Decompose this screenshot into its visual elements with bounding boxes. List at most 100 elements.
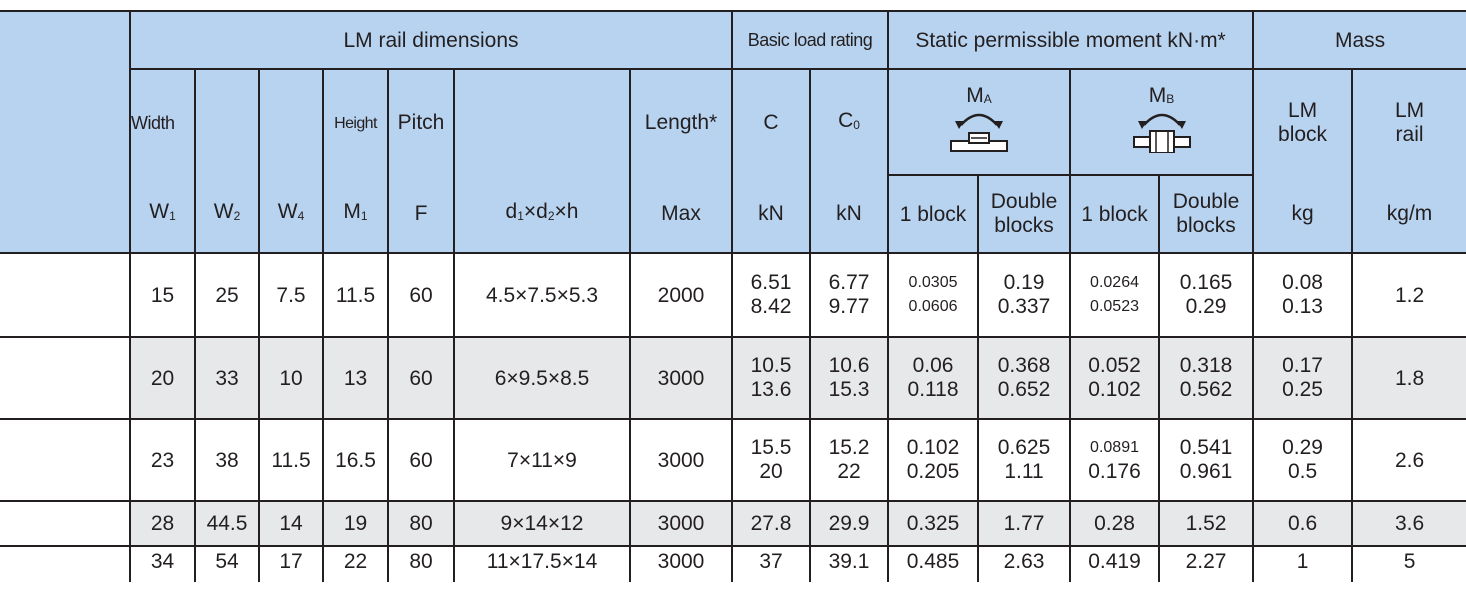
table-row: 28 44.5 14 19 80 9×14×12 3000 27.8 29.9 … bbox=[0, 501, 1466, 547]
w1-main: W bbox=[149, 199, 170, 223]
cell-ma1: 0.06 0.118 bbox=[887, 337, 979, 420]
mb-group: MB bbox=[1112, 77, 1212, 161]
cell-mb1: 0.052 0.102 bbox=[1069, 337, 1160, 420]
c0-sub: 0 bbox=[853, 117, 860, 132]
cell-block: 1 bbox=[1252, 546, 1353, 582]
value: 0.0891 bbox=[1090, 439, 1139, 456]
header-kgm: kg/m bbox=[1351, 175, 1466, 254]
value: 0.625 bbox=[997, 436, 1051, 459]
value: 0.176 bbox=[1088, 460, 1141, 483]
value: 0.118 bbox=[907, 378, 959, 401]
header-mb-double: Double blocks bbox=[1158, 175, 1254, 254]
cell-block: 0.17 0.25 bbox=[1252, 337, 1353, 420]
value: 15.5 bbox=[750, 436, 792, 459]
cell-m1: 22 bbox=[322, 546, 388, 582]
row-label bbox=[0, 419, 130, 502]
cell-f: 60 bbox=[387, 419, 454, 502]
header-height: Height bbox=[322, 69, 388, 175]
dims-sub2: 2 bbox=[547, 208, 555, 223]
cell-w2: 33 bbox=[194, 337, 259, 420]
header-kn-c0: kN bbox=[808, 175, 889, 254]
m1-sub: 1 bbox=[360, 208, 368, 223]
cell-mb2: 2.27 bbox=[1158, 546, 1254, 582]
cell-ma1: 0.485 bbox=[887, 546, 979, 582]
value: 0.652 bbox=[997, 378, 1051, 401]
cell-w4: 17 bbox=[258, 546, 323, 582]
ma-double-label: Double blocks bbox=[990, 190, 1058, 237]
cell-dims: 6×9.5×8.5 bbox=[453, 337, 630, 420]
header-row-names: Width Height Pitch Length* C C0 MA bbox=[0, 69, 1466, 176]
cell-mb2: 0.318 0.562 bbox=[1158, 337, 1254, 420]
dims-sub1: 1 bbox=[517, 208, 524, 223]
cell-max: 3000 bbox=[629, 337, 732, 420]
row-label bbox=[0, 253, 130, 338]
value: 9.77 bbox=[828, 295, 870, 318]
cell-c0: 39.1 bbox=[808, 546, 889, 582]
value: 0.318 bbox=[1179, 354, 1233, 377]
cell-c: 37 bbox=[731, 546, 810, 582]
cell-block: 0.29 0.5 bbox=[1252, 419, 1353, 502]
cell-m1: 16.5 bbox=[322, 419, 388, 502]
header-c: C bbox=[731, 69, 810, 175]
header-pitch: Pitch bbox=[387, 69, 454, 175]
cell-mb1: 0.0264 0.0523 bbox=[1069, 253, 1160, 338]
value: 0.08 bbox=[1282, 271, 1323, 294]
value: 0.19 bbox=[1003, 271, 1045, 294]
header-c0: C0 bbox=[808, 69, 889, 175]
cell-ma1: 0.0305 0.0606 bbox=[887, 253, 979, 338]
mb-double-label: Double blocks bbox=[1172, 190, 1240, 237]
cell-dims: 11×17.5×14 bbox=[453, 546, 630, 582]
cell-f: 60 bbox=[387, 337, 454, 420]
cell-dims: 9×14×12 bbox=[453, 501, 630, 547]
cell-f: 60 bbox=[387, 253, 454, 338]
cell-f: 80 bbox=[387, 546, 454, 582]
table-row: 34 54 17 22 80 11×17.5×14 3000 37 39.1 0… bbox=[0, 546, 1466, 582]
header-f: F bbox=[387, 175, 454, 254]
header-m1: M1 bbox=[322, 175, 388, 254]
header-kn-c: kN bbox=[731, 175, 810, 254]
header-w1: W1 bbox=[129, 175, 195, 254]
table-row: 15 25 7.5 11.5 60 4.5×7.5×5.3 2000 6.51 8… bbox=[0, 253, 1466, 338]
pitch-moment-icon bbox=[950, 113, 1009, 152]
cell-w4: 10 bbox=[258, 337, 323, 420]
ma-main: M bbox=[966, 84, 984, 107]
ma-group: MA bbox=[929, 77, 1029, 161]
mb-main: M bbox=[1148, 84, 1167, 107]
dims-x1: ×d bbox=[523, 199, 548, 223]
value: 0.17 bbox=[1282, 354, 1323, 377]
cell-c0: 6.77 9.77 bbox=[808, 253, 889, 338]
cell-c: 27.8 bbox=[731, 501, 810, 547]
cell-ma2: 1.77 bbox=[977, 501, 1071, 547]
value: 22 bbox=[837, 460, 861, 483]
cell-m1: 11.5 bbox=[322, 253, 388, 338]
header-w4: W4 bbox=[258, 175, 323, 254]
cell-mb2: 1.52 bbox=[1158, 501, 1254, 547]
value: 0.165 bbox=[1179, 271, 1233, 294]
cell-max: 3000 bbox=[629, 501, 732, 547]
cell-c: 15.5 20 bbox=[731, 419, 810, 502]
value: 13.6 bbox=[750, 378, 792, 401]
cell-w1: 15 bbox=[129, 253, 195, 338]
cell-c: 6.51 8.42 bbox=[731, 253, 810, 338]
cell-c0: 29.9 bbox=[808, 501, 889, 547]
header-mb-1block: 1 block bbox=[1069, 175, 1160, 254]
header-kg: kg bbox=[1252, 175, 1353, 254]
cell-block: 0.6 bbox=[1252, 501, 1353, 547]
cell-rail: 2.6 bbox=[1351, 419, 1466, 502]
cell-c0: 15.2 22 bbox=[808, 419, 889, 502]
value: 0.0606 bbox=[908, 298, 958, 315]
cell-m1: 13 bbox=[322, 337, 388, 420]
value: 8.42 bbox=[750, 295, 792, 318]
mb-sub: B bbox=[1166, 92, 1175, 106]
value: 0.052 bbox=[1088, 354, 1141, 377]
cell-w2: 38 bbox=[194, 419, 259, 502]
cell-w2: 54 bbox=[194, 546, 259, 582]
header-lm-rail-dimensions: LM rail dimensions bbox=[129, 10, 732, 70]
header-w4-blank bbox=[258, 69, 323, 175]
w4-main: W bbox=[277, 199, 298, 223]
dims-rest: ×h bbox=[554, 199, 579, 223]
cell-rail: 1.2 bbox=[1351, 253, 1466, 338]
cell-rail: 3.6 bbox=[1351, 501, 1466, 547]
cell-c: 10.5 13.6 bbox=[731, 337, 810, 420]
cell-w1: 23 bbox=[129, 419, 195, 502]
